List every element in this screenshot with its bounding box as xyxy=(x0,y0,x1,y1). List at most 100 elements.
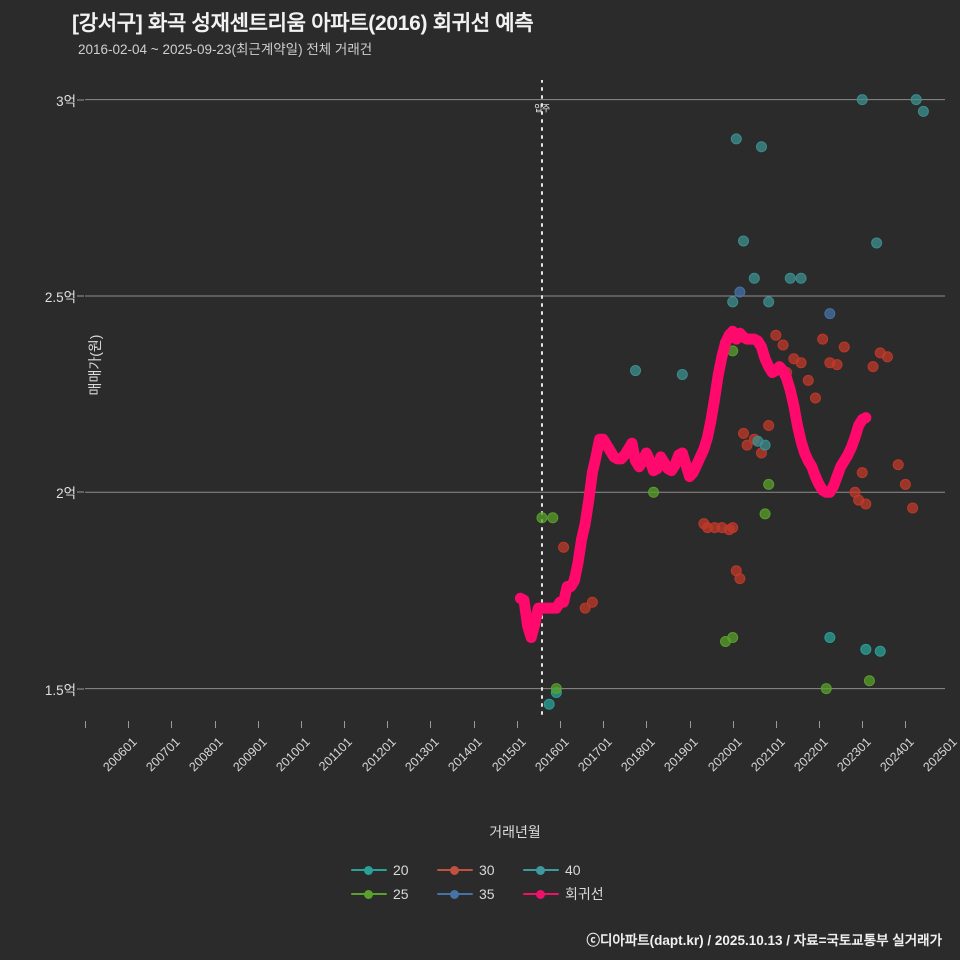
data-point xyxy=(795,357,807,369)
legend-marker-icon xyxy=(351,887,387,901)
data-point xyxy=(863,675,875,687)
series-35 xyxy=(734,286,836,320)
x-tick-mark xyxy=(430,721,432,728)
plot-area: 매매가(원) 거래년월 1.5억 2억 2.5억 3억 200601 200701 200… xyxy=(45,80,960,840)
x-tick-label: 201201 xyxy=(359,734,399,775)
data-point xyxy=(899,478,911,490)
x-tick-label: 202501 xyxy=(920,734,960,775)
data-point xyxy=(838,341,850,353)
x-tick-mark xyxy=(559,721,561,728)
data-point xyxy=(874,645,886,657)
x-tick-label: 200701 xyxy=(143,734,183,775)
y-tick-mark xyxy=(77,295,84,297)
y-tick-label: 2억 xyxy=(56,486,76,502)
x-tick-label: 201401 xyxy=(445,734,486,775)
x-tick-label: 201801 xyxy=(618,734,658,775)
legend-marker-icon xyxy=(351,863,387,877)
x-tick-label: 202101 xyxy=(748,734,788,775)
data-point xyxy=(871,237,883,249)
data-point xyxy=(748,272,760,284)
data-point xyxy=(770,329,782,341)
x-tick-label: 201601 xyxy=(532,734,572,775)
x-tick-mark xyxy=(689,721,691,728)
x-tick-label: 202301 xyxy=(834,734,874,775)
series-20 xyxy=(543,632,886,710)
legend-label: 20 xyxy=(393,862,409,878)
data-point xyxy=(536,512,548,524)
footer-credit: ⓒ디아파트(dapt.kr) / 2025.10.13 / 자료=국토교통부 실… xyxy=(586,933,942,948)
data-point xyxy=(737,235,749,247)
legend-label: 35 xyxy=(479,886,495,902)
x-tick-mark xyxy=(214,721,216,728)
data-point xyxy=(892,459,904,471)
legend-label: 40 xyxy=(565,862,581,878)
series-25 xyxy=(536,345,875,695)
data-point xyxy=(820,683,832,695)
data-point xyxy=(856,467,868,479)
data-point xyxy=(881,351,893,363)
data-point xyxy=(907,502,919,514)
x-tick-label: 202201 xyxy=(791,734,831,775)
regression-line xyxy=(514,325,872,644)
data-point xyxy=(910,94,922,106)
plot-canvas xyxy=(85,80,945,720)
legend-marker-icon xyxy=(437,863,473,877)
x-tick-mark xyxy=(862,721,864,728)
data-point xyxy=(550,683,562,695)
x-tick-label: 201001 xyxy=(273,734,313,775)
y-tick-mark xyxy=(77,99,84,101)
x-tick-label: 202401 xyxy=(877,734,918,775)
y-tick-mark xyxy=(77,688,84,690)
x-tick-mark xyxy=(300,721,302,728)
x-tick-mark xyxy=(85,721,86,728)
legend-item-30[interactable]: 30 xyxy=(437,862,523,878)
legend-label: 회귀선 xyxy=(565,886,604,902)
data-point xyxy=(734,286,746,298)
legend-label: 25 xyxy=(393,886,409,902)
x-tick-label: 201901 xyxy=(661,734,702,775)
movein-marker-label: 입주 xyxy=(534,103,550,114)
x-tick-mark xyxy=(516,721,518,728)
data-point xyxy=(737,427,749,439)
data-point xyxy=(759,508,771,520)
data-point xyxy=(763,420,775,432)
data-point xyxy=(558,541,570,553)
legend-item-40[interactable]: 40 xyxy=(523,862,609,878)
x-tick-label: 200801 xyxy=(186,734,227,775)
x-tick-label: 201501 xyxy=(489,734,529,775)
y-tick-label: 3억 xyxy=(56,93,76,109)
legend-item-25[interactable]: 25 xyxy=(351,884,437,904)
y-tick-mark xyxy=(77,491,84,493)
legend-label: 30 xyxy=(479,862,495,878)
data-point xyxy=(727,522,739,534)
data-point xyxy=(579,602,591,614)
data-point xyxy=(630,365,642,377)
series-30 xyxy=(558,329,919,614)
legend-marker-icon xyxy=(437,887,473,901)
data-point xyxy=(730,133,742,145)
chart-legend: 20 30 40 25 35 회귀선 xyxy=(0,862,960,904)
data-point xyxy=(831,359,843,371)
legend-item-회귀선[interactable]: 회귀선 xyxy=(523,884,609,904)
page-title: [강서구] 화곡 성재센트리움 아파트(2016) 회귀선 예측 xyxy=(72,12,534,35)
x-tick-mark xyxy=(775,721,777,728)
x-tick-mark xyxy=(603,721,605,728)
x-tick-label: 201301 xyxy=(402,734,443,775)
data-point xyxy=(755,141,767,153)
legend-marker-icon xyxy=(523,887,559,901)
x-tick-label: 201701 xyxy=(575,734,615,775)
legend-item-20[interactable]: 20 xyxy=(351,862,437,878)
data-point xyxy=(860,643,872,655)
data-point xyxy=(867,361,879,373)
x-tick-label: 200901 xyxy=(229,734,270,775)
x-tick-mark xyxy=(387,721,389,728)
legend-item-35[interactable]: 35 xyxy=(437,884,523,904)
legend-row: 20 30 40 xyxy=(351,862,609,878)
data-point xyxy=(860,498,872,510)
series-40 xyxy=(630,94,929,451)
data-point xyxy=(741,439,753,451)
legend-marker-icon xyxy=(523,863,559,877)
x-tick-mark xyxy=(646,721,648,728)
data-point xyxy=(763,296,775,308)
